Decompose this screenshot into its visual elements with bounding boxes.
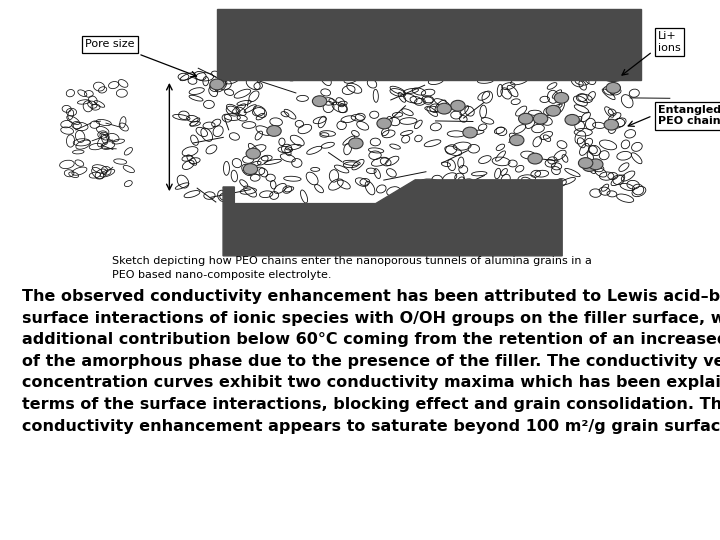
Circle shape	[348, 138, 363, 148]
Circle shape	[243, 164, 258, 174]
Circle shape	[267, 125, 282, 136]
Circle shape	[518, 113, 533, 124]
Text: Li+
ions: Li+ ions	[658, 31, 681, 53]
Circle shape	[312, 96, 327, 106]
Circle shape	[451, 100, 465, 111]
Circle shape	[546, 105, 560, 116]
Circle shape	[246, 148, 261, 159]
Circle shape	[578, 158, 593, 168]
Text: The observed conductivity enhancement has been attributed to Lewis acid–base typ: The observed conductivity enhancement ha…	[22, 289, 720, 434]
Circle shape	[528, 153, 542, 164]
Text: Entangled
PEO chains: Entangled PEO chains	[658, 105, 720, 126]
Circle shape	[510, 135, 524, 146]
Text: Pore size: Pore size	[85, 39, 135, 49]
Circle shape	[582, 161, 597, 172]
Text: Sketch depicting how PEO chains enter the nanoporous tunnels of alumina grains i: Sketch depicting how PEO chains enter th…	[112, 256, 591, 280]
Circle shape	[377, 118, 391, 129]
Circle shape	[554, 92, 569, 103]
Circle shape	[565, 114, 580, 125]
Polygon shape	[223, 180, 562, 256]
Circle shape	[463, 127, 477, 138]
Circle shape	[437, 103, 451, 114]
Circle shape	[606, 83, 621, 93]
Circle shape	[604, 119, 618, 130]
Circle shape	[534, 113, 548, 124]
Circle shape	[588, 159, 603, 170]
Circle shape	[210, 79, 224, 90]
Polygon shape	[217, 9, 642, 80]
